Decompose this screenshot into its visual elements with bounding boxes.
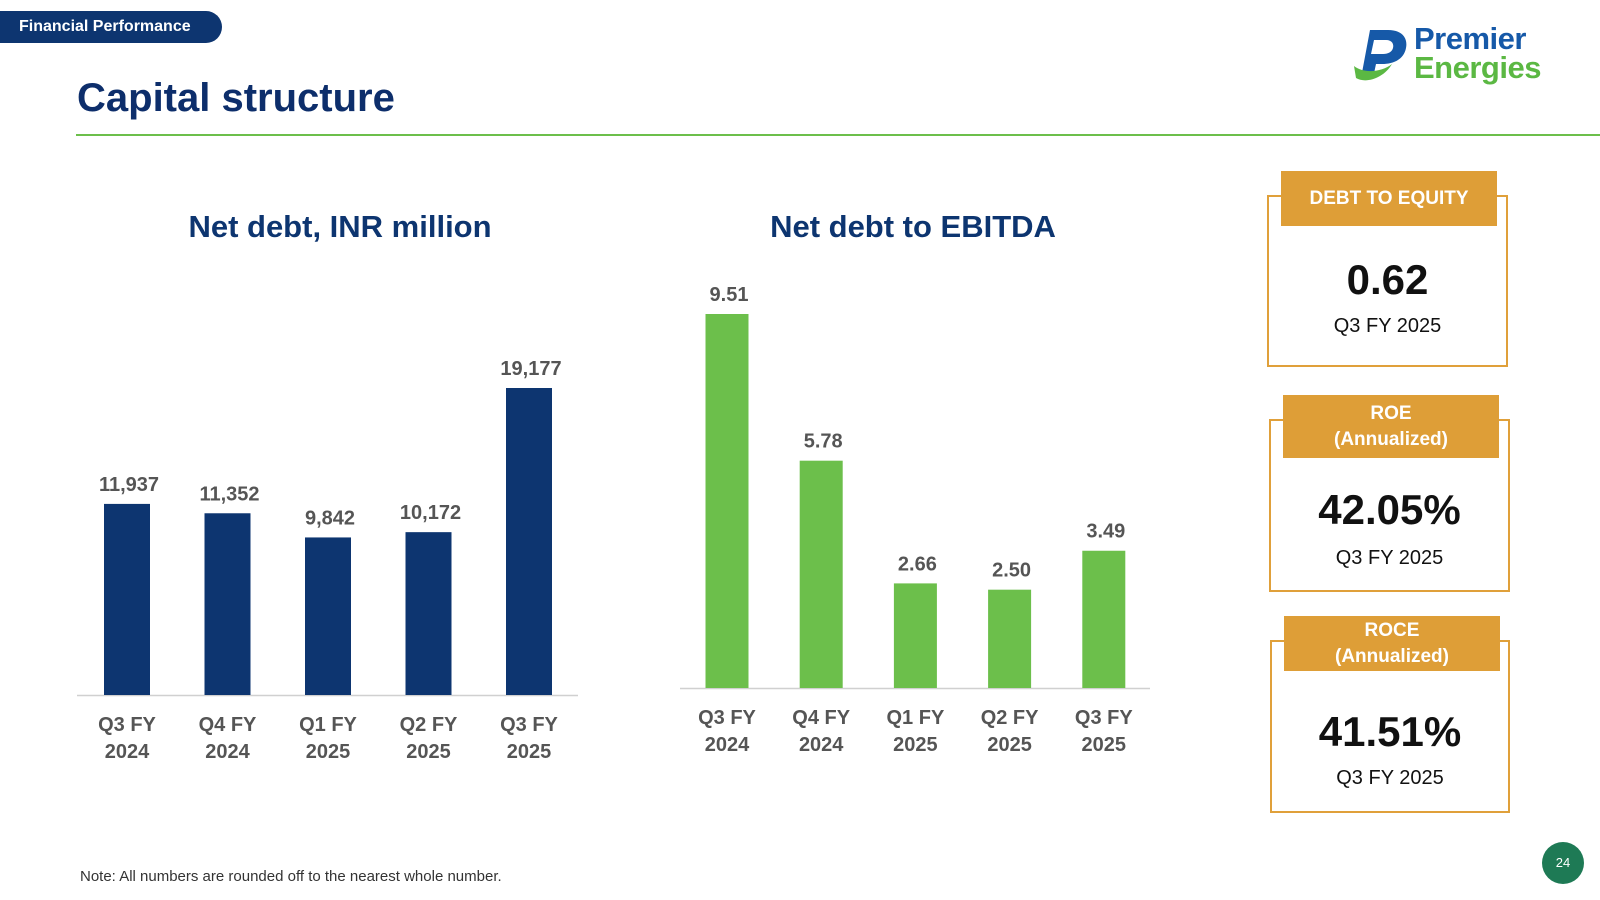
kpi-label-line: ROE xyxy=(1370,402,1412,424)
kpi-label-line: (Annualized) xyxy=(1335,645,1449,667)
net-debt-value-label: 10,172 xyxy=(400,502,461,524)
kpi-label-line: ROCE xyxy=(1364,619,1420,641)
kpi-label: ROCE (Annualized) xyxy=(1284,616,1500,671)
net-debt-value-label: 11,937 xyxy=(99,474,159,496)
section-tag: Financial Performance xyxy=(0,11,222,43)
net-debt-bar xyxy=(506,388,552,695)
net-debt-to-ebitda-bar-chart: 9.51 Q3 FY 2024 5.78 Q4 FY 2024 2.66 Q1 FY 2025 2… xyxy=(680,284,1150,756)
net-debt-category-label: Q4 FY xyxy=(199,714,257,736)
net-debt-category-label: 2024 xyxy=(205,741,250,763)
net-debt-ebitda-chart-title: Net debt to EBITDA xyxy=(770,209,1056,244)
ebitda-category-label: 2025 xyxy=(987,734,1032,756)
net-debt-bar-chart: 11,937 Q3 FY 2024 11,352 Q4 FY 2024 9,842 Q1 FY… xyxy=(77,358,578,763)
net-debt-value-label: 9,842 xyxy=(305,507,355,529)
company-logo: Premier Energies xyxy=(1354,22,1564,92)
ebitda-category-label: Q3 FY xyxy=(698,707,756,729)
logo-line-1: Premier xyxy=(1414,21,1526,56)
net-debt-category-label: 2025 xyxy=(507,741,552,763)
ebitda-value-label: 2.50 xyxy=(992,560,1031,582)
ebitda-category-label: 2024 xyxy=(705,734,750,756)
net-debt-value-label: 11,352 xyxy=(199,483,259,505)
logo-wordmark: Premier Energies xyxy=(1414,21,1541,85)
net-debt-category-label: Q1 FY xyxy=(299,714,357,736)
logo-mark-icon xyxy=(1354,30,1407,81)
kpi-value: 0.62 xyxy=(1346,256,1429,303)
ebitda-category-label: Q1 FY xyxy=(887,707,945,729)
title-divider xyxy=(76,134,1600,136)
net-debt-bar xyxy=(305,537,351,695)
ebitda-value-label: 5.78 xyxy=(804,431,843,453)
ebitda-value-label: 3.49 xyxy=(1086,521,1125,543)
ebitda-bar xyxy=(893,583,937,688)
ebitda-category-label: 2024 xyxy=(799,734,844,756)
net-debt-bar xyxy=(204,513,251,695)
net-debt-category-label: Q3 FY xyxy=(98,714,156,736)
net-debt-category-label: Q2 FY xyxy=(400,714,458,736)
logo-line-2: Energies xyxy=(1414,50,1541,85)
ebitda-value-label: 9.51 xyxy=(710,284,749,306)
kpi-value: 41.51% xyxy=(1318,708,1462,755)
kpi-label-line: (Annualized) xyxy=(1334,428,1448,450)
kpi-value: 42.05% xyxy=(1318,486,1461,533)
net-debt-category-label: 2024 xyxy=(105,741,150,763)
net-debt-category-label: 2025 xyxy=(306,741,351,763)
kpi-period: Q3 FY 2025 xyxy=(1335,547,1444,569)
ebitda-category-label: Q4 FY xyxy=(792,707,850,729)
ebitda-bar xyxy=(988,589,1032,688)
net-debt-value-label: 19,177 xyxy=(500,358,561,380)
net-debt-bar xyxy=(405,532,452,695)
ebitda-category-label: Q3 FY xyxy=(1075,707,1133,729)
net-debt-chart-title: Net debt, INR million xyxy=(188,209,492,244)
ebitda-value-label: 2.66 xyxy=(898,553,937,575)
page-title: Capital structure xyxy=(77,76,395,120)
kpi-label-line: DEBT TO EQUITY xyxy=(1309,187,1469,209)
kpi-label: DEBT TO EQUITY xyxy=(1281,171,1497,226)
footnote: Note: All numbers are rounded off to the… xyxy=(80,868,502,885)
net-debt-bar xyxy=(104,503,150,695)
ebitda-category-label: Q2 FY xyxy=(981,707,1039,729)
page-number: 24 xyxy=(1542,842,1584,884)
kpi-label: ROE (Annualized) xyxy=(1283,395,1499,458)
ebitda-bar xyxy=(705,314,749,688)
ebitda-bar xyxy=(799,460,843,688)
net-debt-category-label: Q3 FY xyxy=(500,714,558,736)
kpi-period: Q3 FY 2025 xyxy=(1336,767,1444,789)
ebitda-category-label: 2025 xyxy=(1082,734,1127,756)
ebitda-bar xyxy=(1082,550,1126,688)
ebitda-category-label: 2025 xyxy=(893,734,938,756)
net-debt-category-label: 2025 xyxy=(406,741,451,763)
kpi-period: Q3 FY 2025 xyxy=(1333,315,1442,337)
